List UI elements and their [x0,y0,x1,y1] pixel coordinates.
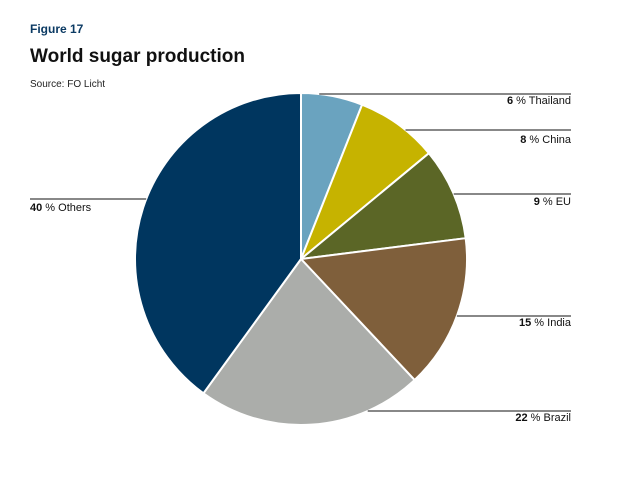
pie-slice-brazil [202,257,417,426]
figure-label: Figure 17 [30,22,84,36]
chart-source: Source: FO Licht [30,79,106,90]
chart-title: World sugar production [30,46,245,67]
slice-label-brazil: 22 % Brazil [515,412,571,424]
slice-label-others: 40 % Others [30,202,92,214]
slice-label-india: 15 % India [519,317,572,329]
pie-slice-india [298,237,468,382]
pie-slice-eu [297,151,467,261]
slice-label-eu: 9 % EU [534,196,571,208]
pie-slice-others [134,91,302,395]
slice-label-china: 8 % China [520,134,572,146]
slice-label-thailand: 6 % Thailand [507,95,571,107]
